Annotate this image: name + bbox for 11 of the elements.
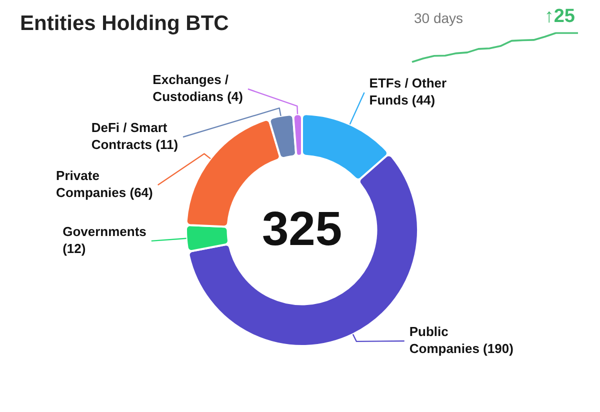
slice-label: Exchanges / Custodians (4) [152, 72, 243, 104]
slice-label: Public Companies (190) [409, 324, 514, 356]
chart-title: Entities Holding BTC [20, 12, 229, 36]
data-label: (12) [62, 241, 86, 256]
slice-label: DeFi / Smart Contracts (11) [91, 120, 178, 152]
text: ↑25 [544, 6, 575, 28]
chart-title: 30 days [414, 10, 464, 26]
slice-label: Private Companies (64) [56, 168, 153, 200]
slice-label: ETFs / Other Funds (44) [369, 76, 447, 108]
text: 325 [262, 203, 342, 256]
slice-label: Governments [62, 224, 146, 240]
